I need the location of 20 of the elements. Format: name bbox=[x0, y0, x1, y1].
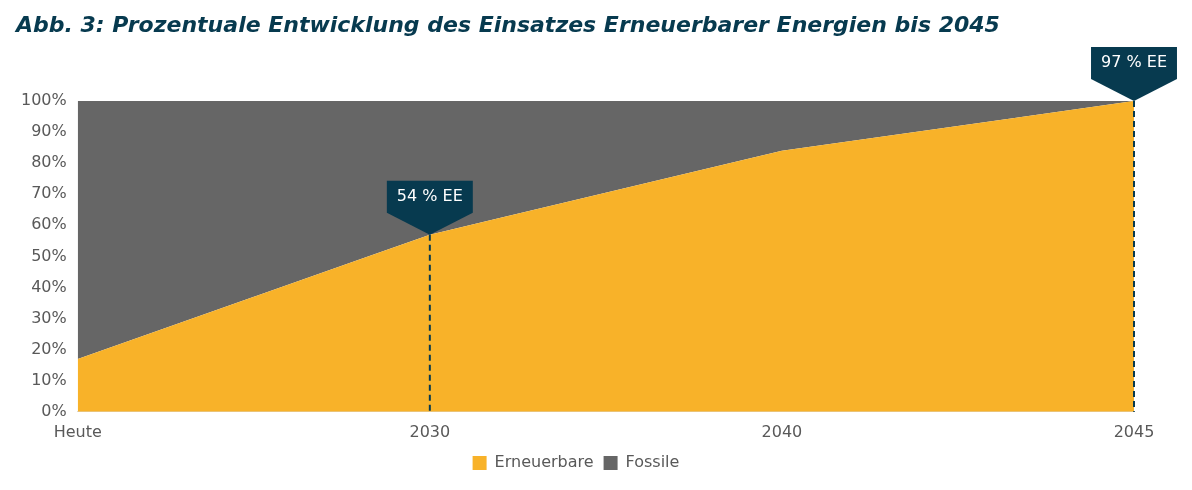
y-tick-label: 90% bbox=[31, 121, 67, 141]
y-tick-label: 30% bbox=[31, 307, 67, 327]
legend-label: Erneuerbare bbox=[494, 452, 594, 472]
annotation: 54 % EE bbox=[396, 185, 463, 205]
y-tick-label: 40% bbox=[31, 276, 67, 296]
x-tick-label: 2045 bbox=[1113, 421, 1155, 441]
y-tick-label: 80% bbox=[31, 152, 67, 172]
legend-label: Fossile bbox=[625, 452, 680, 472]
y-tick-label: 100% bbox=[20, 90, 67, 110]
annotation: 97 % EE bbox=[1101, 52, 1167, 72]
y-tick-label: 50% bbox=[31, 245, 67, 265]
y-tick-label: 60% bbox=[31, 214, 67, 234]
x-tick-label: 2040 bbox=[761, 421, 803, 441]
y-tick-label: 10% bbox=[31, 369, 67, 389]
y-tick-label: 20% bbox=[31, 338, 67, 358]
y-tick-label: 0% bbox=[41, 400, 67, 420]
x-tick-label: Heute bbox=[53, 421, 102, 441]
y-tick-label: 70% bbox=[31, 183, 67, 203]
x-tick-label: 2030 bbox=[409, 421, 451, 441]
chart-title: Abb. 3: Prozentuale Entwicklung des Einsatzes Erneuerbarer Energien bis 2045 bbox=[14, 11, 1001, 39]
